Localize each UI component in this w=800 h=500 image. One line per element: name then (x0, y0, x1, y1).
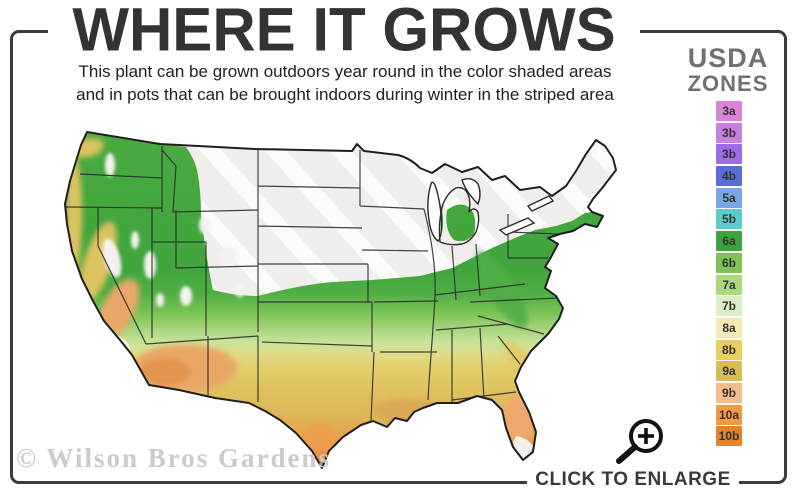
zone-chip: 6a (716, 231, 742, 252)
click-to-enlarge-button[interactable]: CLICK TO ENLARGE (527, 466, 739, 494)
zone-chip: 8a (716, 317, 742, 338)
zone-chip: 3b (716, 122, 742, 143)
usda-zone-legend: 3a 3b 3b 4b 5a 5b 6a 6b 7a 7b 8a 8b 9a 9b 10a 10b (716, 101, 742, 448)
great-lakes (427, 177, 555, 246)
magnifier-plus-icon[interactable] (603, 400, 673, 466)
subtitle-line-1: This plant can be grown outdoors year ro… (78, 62, 612, 81)
legend-heading-usda: USDA (687, 43, 769, 73)
zone-chip: 7b (716, 296, 742, 317)
zone-chip: 3b (716, 144, 742, 165)
usda-zones-legend-heading: USDA ZONES (678, 44, 778, 96)
state-borders (65, 146, 559, 421)
subtitle-line-2: and in pots that can be brought indoors … (76, 84, 614, 104)
watermark: © Wilson Bros Gardens (16, 443, 331, 473)
mountain-patches (102, 153, 245, 307)
zone-chip: 10a (716, 404, 742, 425)
title-band: WHERE IT GROWS (48, 0, 640, 63)
legend-heading-zones: ZONES (687, 71, 769, 96)
zone-chip: 6b (716, 252, 742, 273)
zone-chip: 5a (716, 187, 742, 208)
zone-chip: 10b (716, 426, 742, 447)
zone-chip: 7a (716, 274, 742, 295)
zone-chip: 9a (716, 361, 742, 382)
subtitle: This plant can be grown outdoors year ro… (55, 61, 635, 106)
zone-chip: 3a (716, 101, 742, 121)
page-title: WHERE IT GROWS (72, 0, 616, 64)
zone-chip: 8b (716, 339, 742, 360)
zone-chip: 9b (716, 382, 742, 403)
zone-chip: 5b (716, 209, 742, 230)
us-map-outline (64, 131, 617, 469)
zone-chip: 4b (716, 166, 742, 187)
